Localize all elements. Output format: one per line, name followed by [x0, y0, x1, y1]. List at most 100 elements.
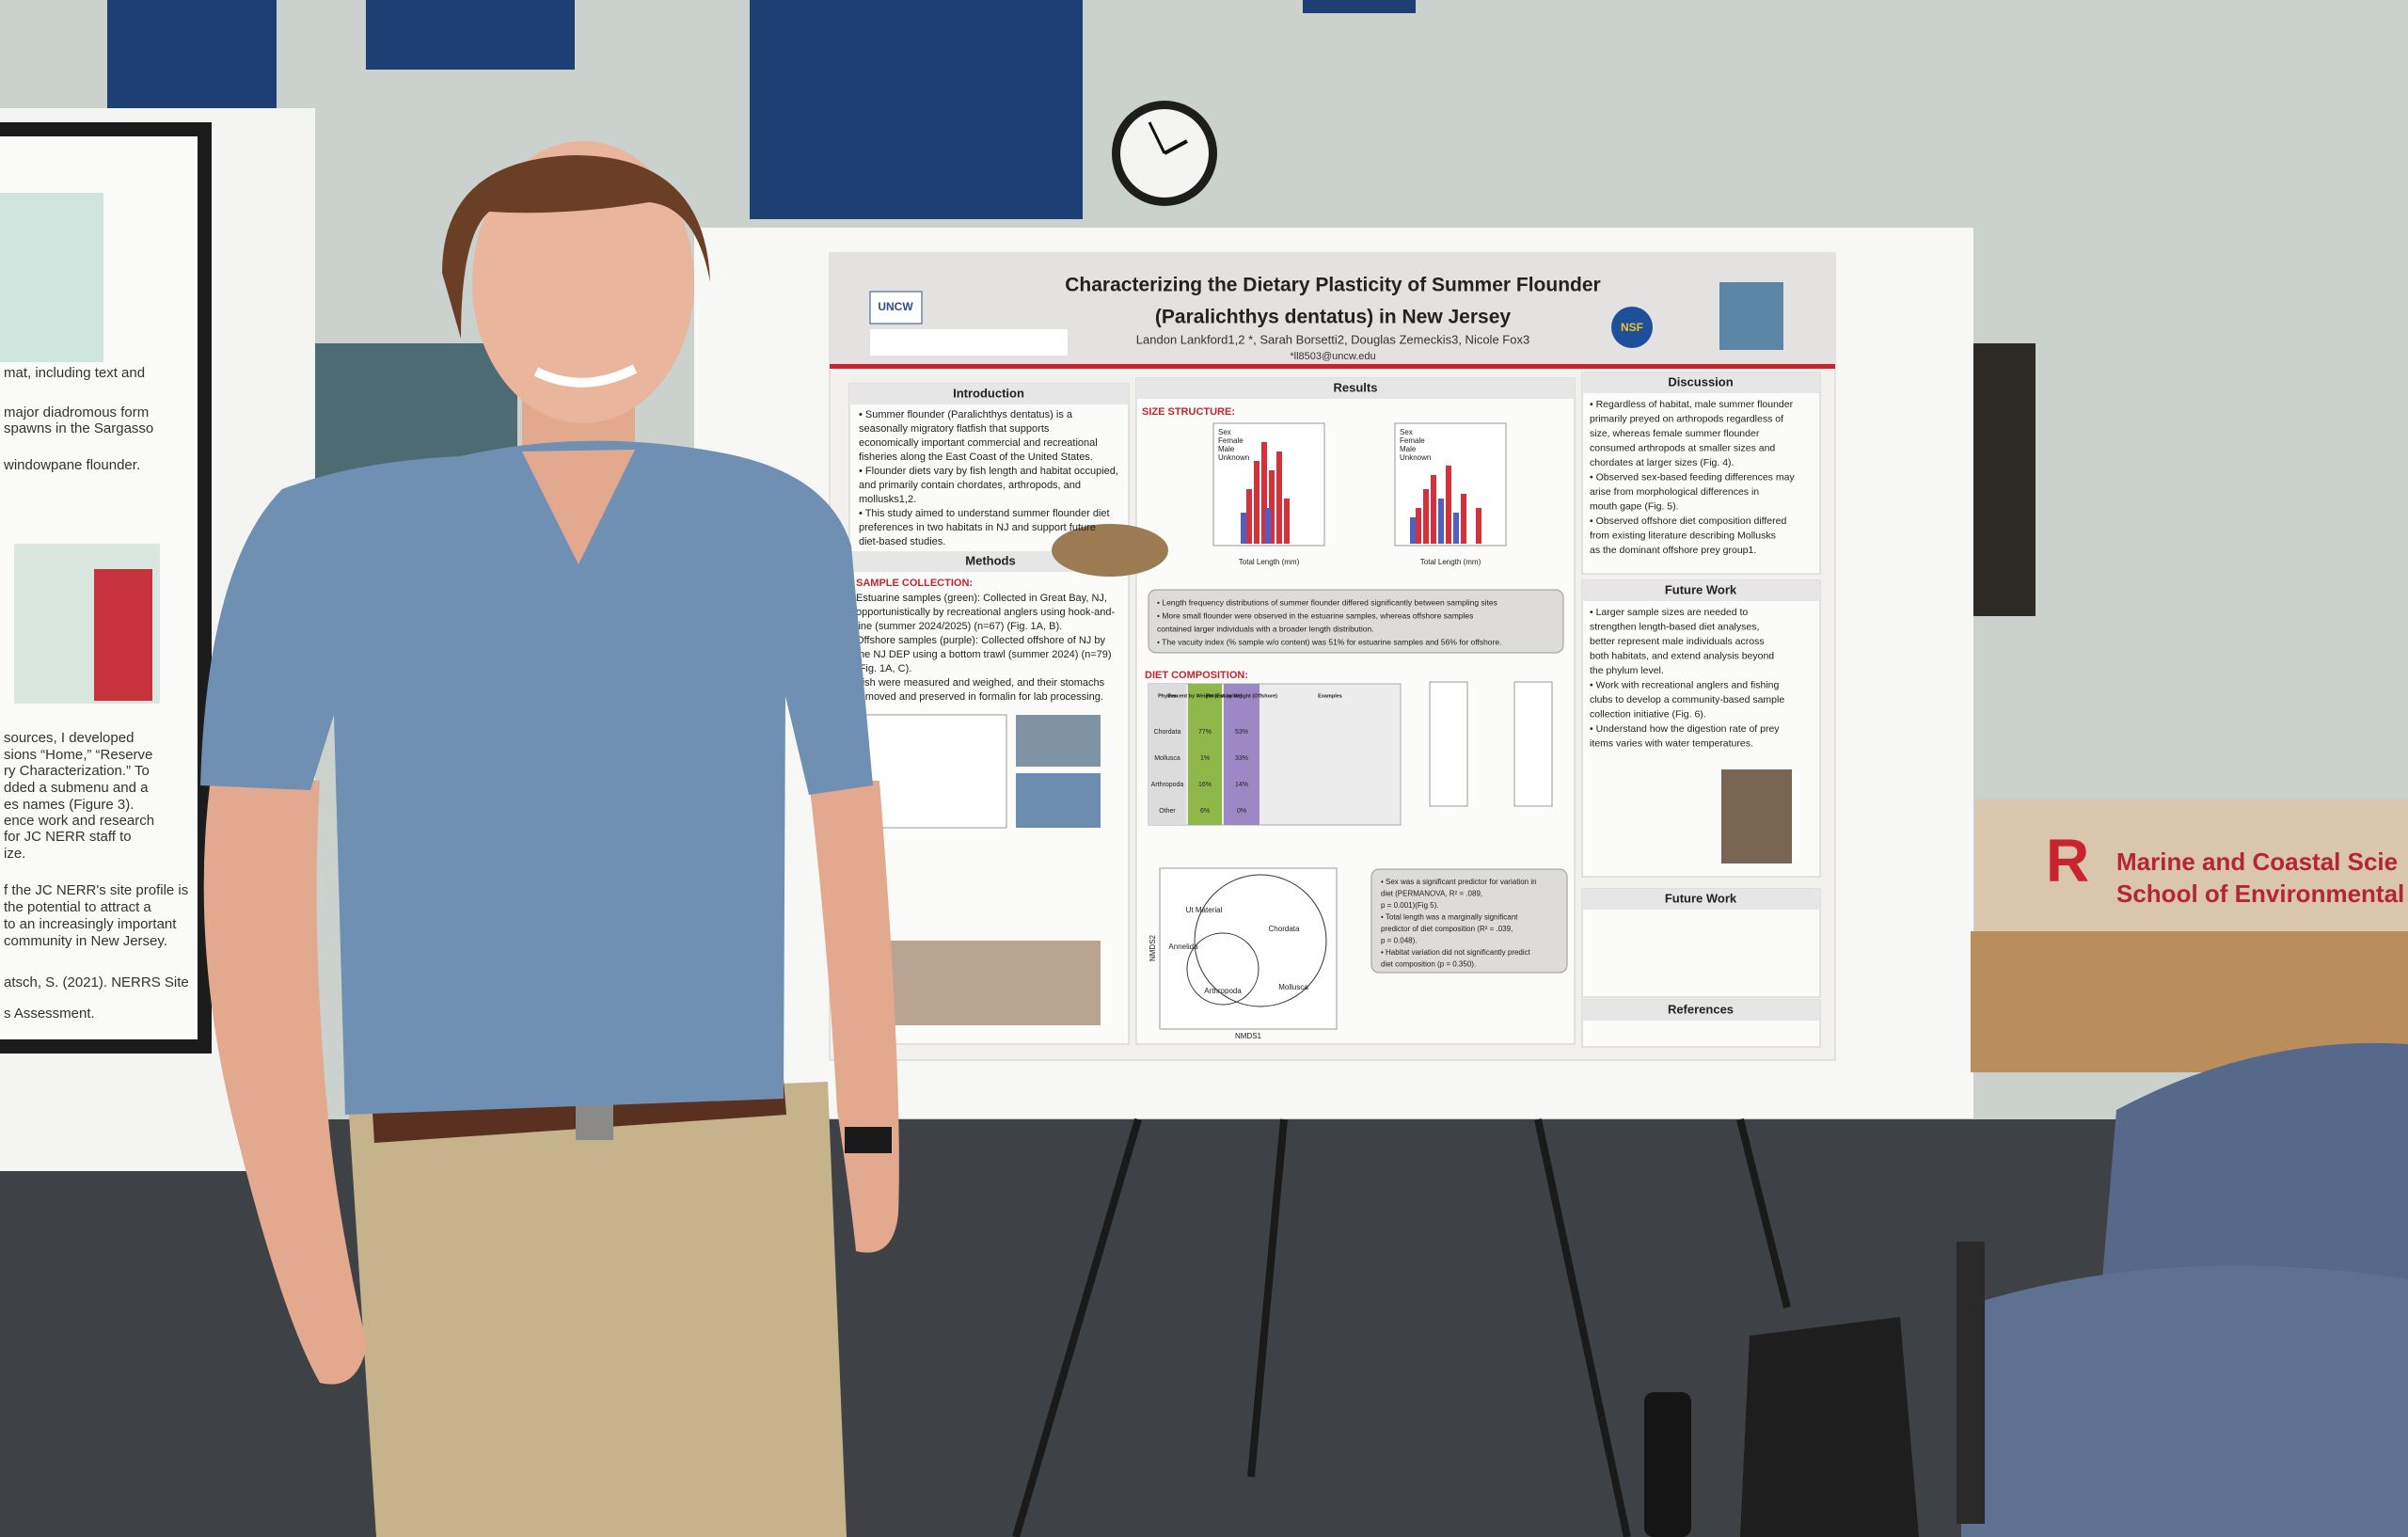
board-text: f the JC NERR's site profile is [4, 882, 188, 898]
logo-text: NSF [1621, 321, 1643, 334]
body-text: both habitats, and extend analysis beyon… [1590, 650, 1774, 661]
backpack [1740, 1317, 1919, 1537]
section-heading: Methods [965, 553, 1015, 567]
plot-label: Arthropoda [1204, 987, 1242, 995]
legend-text: Unknown [1400, 453, 1431, 462]
box-text: predictor of diet composition (R² = .039… [1381, 925, 1513, 933]
acoustic-panel [366, 0, 575, 70]
box-text: p = 0.048). [1381, 937, 1417, 945]
plot-label: Ut Material [1186, 906, 1223, 914]
body-text: better represent male individuals across [1590, 636, 1765, 647]
body-text: • This study aimed to understand summer … [859, 508, 1110, 519]
board-text: mat, including text and [4, 365, 145, 381]
body-text: consumed arthropods at smaller sizes and [1590, 442, 1775, 453]
body-text: clubs to develop a community-based sampl… [1590, 694, 1784, 705]
board-text: ry Characterization.” To [4, 763, 150, 779]
box-text: diet composition (p = 0.350). [1381, 960, 1476, 969]
body-text: economically important commercial and re… [859, 437, 1098, 449]
table-cell: 33% [1235, 755, 1248, 762]
body-text: the NJ DEP using a bottom trawl (summer … [856, 649, 1112, 660]
body-text: • Regardless of habitat, male summer flo… [1590, 399, 1794, 410]
table-header: Phylum [1158, 693, 1177, 699]
box-text: diet (PERMANOVA, R² = .089, [1381, 890, 1482, 898]
board-text: es names (Figure 3). [4, 797, 134, 813]
body-text: size, whereas female summer flounder [1590, 428, 1760, 439]
water-bottle [1644, 1392, 1691, 1537]
body-text: Fish were measured and weighed, and thei… [856, 677, 1105, 689]
axis-label: NMDS1 [1235, 1032, 1262, 1040]
plot-label: Mollusca [1278, 983, 1308, 991]
table-cell: 6% [1200, 808, 1210, 815]
body-text: from existing literature describing Moll… [1590, 530, 1776, 541]
body-text: line (summer 2024/2025) (n=67) (Fig. 1A,… [856, 621, 1062, 632]
box-label: Marine and Coastal Scie [2116, 848, 2398, 876]
body-text: seasonally migratory flatfish that suppo… [859, 423, 1050, 435]
body-text: fisheries along the East Coast of the Un… [859, 452, 1093, 463]
svg-text:R: R [2046, 827, 2089, 895]
legend-text: Female [1218, 436, 1244, 445]
body-text: as the dominant offshore prey group1. [1590, 545, 1756, 556]
legend-text: Male [1218, 445, 1235, 453]
section-heading: Introduction [953, 386, 1024, 400]
table-cell: Other [1159, 808, 1176, 815]
body-text: the phylum level. [1590, 665, 1664, 676]
body-text: (Fig. 1A, C). [856, 663, 911, 674]
axis-label: Total Length (mm) [1239, 558, 1300, 566]
subheading: SIZE STRUCTURE: [1142, 406, 1235, 418]
left-board-text: mat, including text and major diadromous … [3, 365, 189, 1022]
plot-label: Annelida [1168, 943, 1198, 951]
box-text: • Length frequency distributions of summ… [1157, 597, 1497, 607]
board-text: community in New Jersey. [4, 933, 167, 949]
poster-subtitle: (Paralichthys dentatus) in New Jersey [1155, 307, 1511, 328]
box-text: • More small flounder were observed in t… [1157, 610, 1473, 620]
table-cell: 1% [1200, 755, 1210, 762]
section-heading: References [1668, 1002, 1734, 1016]
board-text: major diadromous form [4, 404, 149, 420]
body-text: Estuarine samples (green): Collected in … [856, 593, 1107, 604]
body-text: • Observed sex-based feeding differences… [1590, 471, 1795, 483]
legend-text: Unknown [1218, 453, 1249, 462]
chairs [1956, 1042, 2408, 1537]
poster-email: *ll8503@uncw.edu [1290, 351, 1375, 362]
section-heading: Results [1334, 380, 1378, 394]
body-text: • Larger sample sizes are needed to [1590, 607, 1748, 618]
section-heading: Future Work [1665, 891, 1737, 905]
easel [1012, 1117, 1791, 1537]
board-text: windowpane flounder. [3, 457, 140, 473]
wall-frame [1973, 343, 2036, 616]
board-text: sources, I developed [4, 730, 134, 746]
body-text: collection initiative (Fig. 6). [1590, 708, 1706, 720]
body-text: and primarily contain chordates, arthrop… [859, 480, 1081, 491]
table-cell: 53% [1235, 729, 1248, 736]
body-text: primarily preyed on arthropods regardles… [1590, 413, 1783, 424]
legend-text: Female [1400, 436, 1425, 445]
body-text: • Understand how the digestion rate of p… [1590, 723, 1780, 735]
person [200, 141, 899, 1537]
body-text: opportunistically by recreational angler… [856, 607, 1115, 618]
body-text: removed and preserved in formalin for la… [856, 691, 1103, 703]
board-text: atsch, S. (2021). NERRS Site [4, 974, 189, 990]
body-text: • Work with recreational anglers and fis… [1590, 679, 1779, 690]
box-text: • Habitat variation did not significantl… [1381, 948, 1531, 957]
table-header: Percent by Weight (Offshore) [1206, 693, 1277, 699]
table-cell: 77% [1198, 729, 1212, 736]
table-header: Examples [1318, 693, 1342, 699]
box-text: • Total length was a marginally signific… [1381, 913, 1518, 922]
body-text: • Flounder diets vary by fish length and… [859, 466, 1118, 477]
legend-text: Sex [1218, 428, 1231, 436]
board-text: sions “Home,” “Reserve [4, 747, 152, 763]
box-text: • Sex was a significant predictor for va… [1381, 878, 1537, 886]
body-text: strengthen length-based diet analyses, [1590, 621, 1759, 632]
body-text: • Observed offshore diet composition dif… [1590, 515, 1786, 527]
box-text: p = 0.001)(Fig 5). [1381, 901, 1439, 910]
body-text: preferences in two habitats in NJ and su… [859, 522, 1096, 533]
acoustic-panel [750, 0, 1083, 219]
table-cell: 16% [1198, 782, 1212, 788]
flounder-photo [1052, 524, 1168, 577]
section-heading: Discussion [1668, 374, 1733, 388]
table-cell: Chordata [1154, 729, 1181, 736]
box-text: • The vacuity index (% sample w/o conten… [1157, 637, 1501, 646]
body-text: Offshore samples (purple): Collected off… [856, 635, 1105, 646]
legend-text: Sex [1400, 428, 1413, 436]
